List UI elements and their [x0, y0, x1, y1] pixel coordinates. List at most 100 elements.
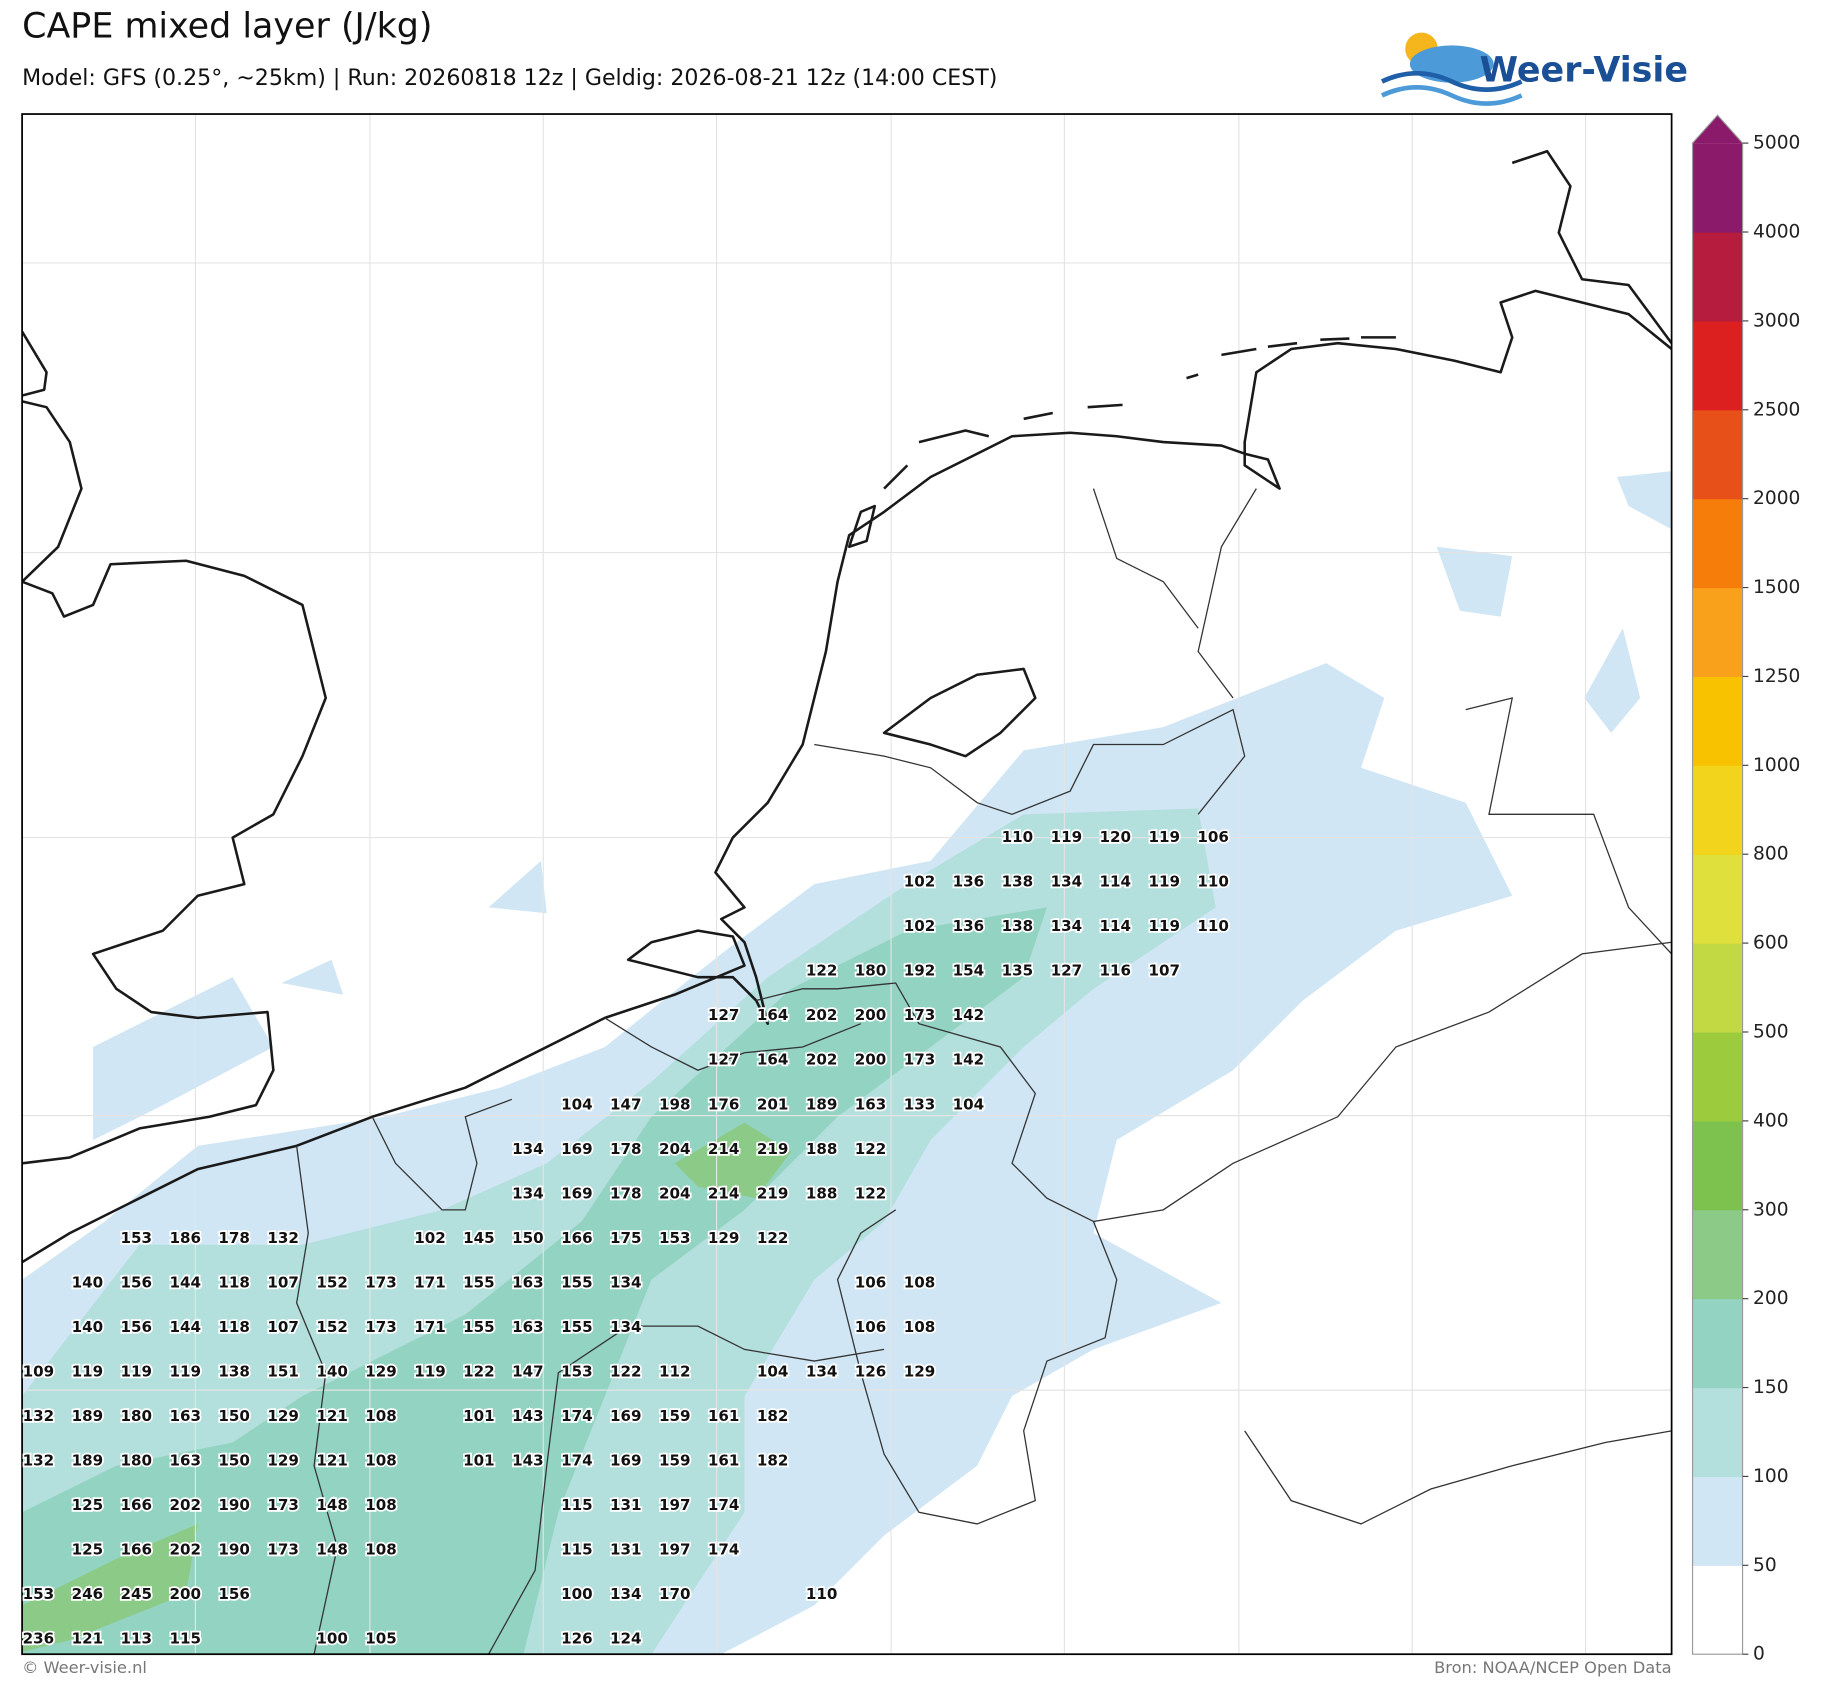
- colorbar-tick-label: 200: [1753, 1288, 1789, 1309]
- colorbar-tick-label: 800: [1753, 844, 1789, 865]
- cape-value: 105: [365, 1630, 397, 1648]
- cape-value: 202: [169, 1496, 201, 1514]
- cape-value: 173: [365, 1318, 397, 1336]
- cape-value: 155: [463, 1273, 495, 1291]
- cape-value: 104: [561, 1095, 593, 1113]
- cape-value: 131: [610, 1541, 642, 1559]
- cape-value: 118: [218, 1273, 250, 1291]
- cape-value: 119: [72, 1362, 104, 1380]
- cape-value: 104: [757, 1362, 789, 1380]
- cape-value: 155: [463, 1318, 495, 1336]
- colorbar-segment: [1692, 143, 1743, 233]
- cape-value: 214: [708, 1140, 740, 1158]
- cape-value: 129: [708, 1229, 740, 1247]
- cape-value: 109: [23, 1362, 55, 1380]
- cape-value: 122: [855, 1140, 887, 1158]
- cape-value: 129: [267, 1452, 299, 1470]
- cape-value: 140: [72, 1273, 104, 1291]
- cape-value: 131: [610, 1496, 642, 1514]
- borders: [295, 488, 1672, 1655]
- cape-value: 189: [806, 1095, 838, 1113]
- cape-value: 161: [708, 1407, 740, 1425]
- cape-value: 163: [512, 1273, 544, 1291]
- cape-value: 188: [806, 1140, 838, 1158]
- cape-value: 125: [72, 1541, 104, 1559]
- colorbar-segment: [1692, 676, 1743, 766]
- cape-value: 190: [218, 1496, 250, 1514]
- cape-value: 163: [512, 1318, 544, 1336]
- cape-value: 119: [1148, 917, 1180, 935]
- cape-value: 108: [904, 1318, 936, 1336]
- cape-value: 104: [953, 1095, 985, 1113]
- cape-value: 175: [610, 1229, 642, 1247]
- cape-value: 164: [757, 1006, 789, 1024]
- cape-value: 115: [169, 1630, 201, 1648]
- cape-value: 134: [1051, 873, 1083, 891]
- colorbar-segment: [1692, 1298, 1743, 1389]
- cape-value: 178: [610, 1184, 642, 1202]
- cape-value: 163: [169, 1407, 201, 1425]
- colorbar-tick-label: 2000: [1753, 488, 1800, 509]
- colorbar-segment: [1692, 943, 1743, 1033]
- cape-value: 143: [512, 1407, 544, 1425]
- logo-text: Weer-Visie: [1480, 50, 1688, 90]
- cape-value: 113: [121, 1630, 153, 1648]
- colorbar-segment: [1692, 1387, 1743, 1478]
- cape-value: 150: [512, 1229, 544, 1247]
- map-frame: [21, 113, 1673, 1656]
- cape-value: 101: [463, 1452, 495, 1470]
- cape-value: 106: [855, 1273, 887, 1291]
- cape-value: 173: [904, 1006, 936, 1024]
- cape-value: 148: [316, 1541, 348, 1559]
- cape-value: 118: [218, 1318, 250, 1336]
- colorbar-extend: [1692, 115, 1743, 144]
- cape-value: 110: [1197, 873, 1229, 891]
- cape-value: 186: [169, 1229, 201, 1247]
- cape-value: 116: [1100, 962, 1132, 980]
- colorbar-tick-label: 1500: [1753, 577, 1800, 598]
- title: CAPE mixed layer (J/kg): [22, 6, 432, 46]
- cape-value: 170: [659, 1585, 691, 1603]
- cape-value: 182: [757, 1452, 789, 1470]
- cape-value: 178: [610, 1140, 642, 1158]
- cape-value: 151: [267, 1362, 299, 1380]
- cape-value: 189: [72, 1452, 104, 1470]
- cape-value: 153: [561, 1362, 593, 1380]
- cape-value: 121: [72, 1630, 104, 1648]
- cape-value: 148: [316, 1496, 348, 1514]
- cape-value: 107: [1148, 962, 1180, 980]
- cape-value: 180: [855, 962, 887, 980]
- cape-value: 214: [708, 1184, 740, 1202]
- cape-value: 164: [757, 1051, 789, 1069]
- colorbar-tick-label: 0: [1753, 1644, 1765, 1665]
- cape-value: 132: [23, 1407, 55, 1425]
- cape-value: 200: [855, 1051, 887, 1069]
- cape-value: 125: [72, 1496, 104, 1514]
- cape-value: 115: [561, 1496, 593, 1514]
- colorbar-segment: [1692, 498, 1743, 589]
- cape-value: 202: [169, 1541, 201, 1559]
- cape-value: 192: [904, 962, 936, 980]
- colorbar-tick-label: 100: [1753, 1466, 1789, 1487]
- cape-value: 174: [708, 1541, 740, 1559]
- cape-value: 107: [267, 1273, 299, 1291]
- cape-value: 122: [757, 1229, 789, 1247]
- cape-value: 114: [1100, 917, 1132, 935]
- colorbar-segment: [1692, 1476, 1743, 1566]
- coastlines: [22, 149, 1672, 1264]
- cape-value: 171: [414, 1318, 446, 1336]
- logo: Weer-Visie: [1380, 32, 1688, 106]
- cape-value: 106: [855, 1318, 887, 1336]
- cape-value: 132: [267, 1229, 299, 1247]
- cape-value: 138: [1002, 873, 1034, 891]
- map: [21, 113, 1673, 1656]
- cape-value: 219: [757, 1184, 789, 1202]
- cape-value: 119: [414, 1362, 446, 1380]
- cape-value: 197: [659, 1541, 691, 1559]
- cape-value: 188: [806, 1184, 838, 1202]
- colorbar-segment: [1692, 409, 1743, 500]
- colorbar-segment: [1692, 765, 1743, 855]
- cape-value: 173: [904, 1051, 936, 1069]
- cape-value: 134: [806, 1362, 838, 1380]
- cape-value: 119: [169, 1362, 201, 1380]
